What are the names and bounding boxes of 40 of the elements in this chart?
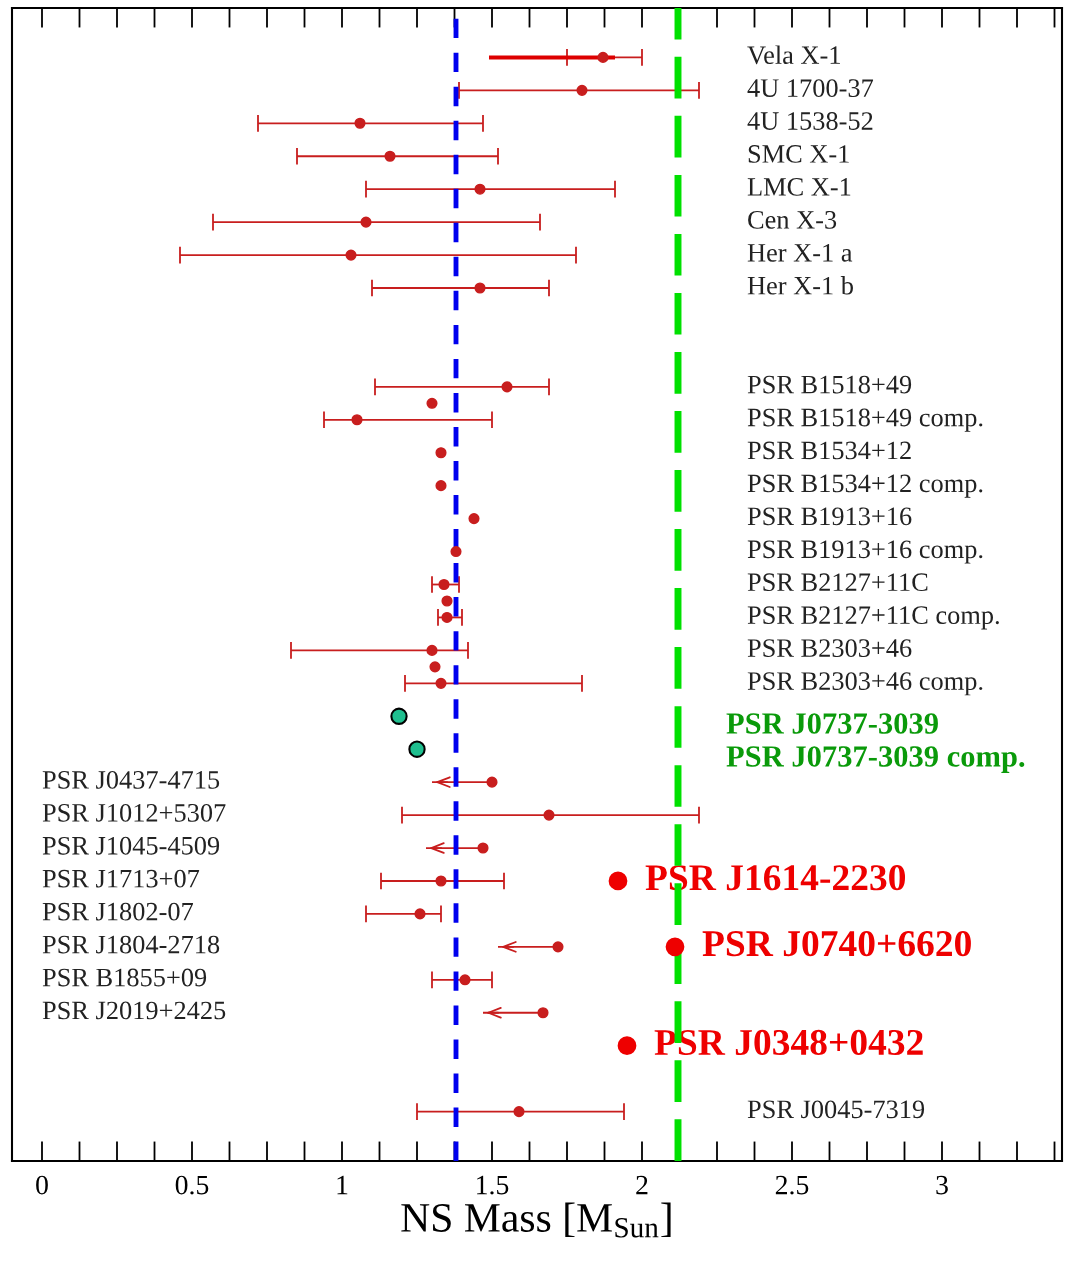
text: PSR J0737-3039: [726, 713, 938, 734]
y-tick-label: PSR B1913+16: [747, 507, 912, 526]
y-tick-label: PSR B1855+09: [42, 968, 207, 987]
y-tick-label: PSR B2303+46: [747, 639, 912, 657]
x-axis-title: NS Mass [M$_{Sun}$]: [401, 1202, 671, 1238]
x-tick-label: 1: [337, 1175, 348, 1195]
y-tick-label: PSR B1534+12 comp.: [747, 474, 983, 498]
y-tick-label: PSR J1802-07: [42, 902, 194, 921]
series-label: PSR J1614-2230: [645, 865, 906, 891]
x-tick-label: 0.5: [175, 1175, 209, 1195]
y-tick-label: PSR B1518+49 comp.: [747, 408, 983, 432]
y-tick-label: 4U 1538-52: [747, 112, 873, 130]
series-label: PSR J0740+6620: [702, 930, 971, 957]
y-tick-label: 4U 1700-37: [747, 79, 874, 97]
y-tick-label: PSR B2303+46 comp.: [747, 672, 983, 696]
y-tick-label: LMC X-1: [747, 178, 851, 196]
y-tick-label: PSR J1045-4509: [42, 836, 220, 855]
x-tick-label: 3: [936, 1175, 948, 1195]
y-tick-label: PSR B2127+11C: [747, 573, 928, 592]
series-label: PSR J0348+0432: [654, 1029, 923, 1056]
y-tick-label: PSR J0437-4715: [42, 770, 220, 789]
y-tick-label: Her X-1 b: [747, 276, 853, 295]
x-tick-label: 1.5: [477, 1175, 509, 1195]
y-tick-label: PSR J1012+5307: [42, 803, 226, 822]
x-tick-label: 0: [36, 1175, 48, 1195]
y-tick-label: PSR J0045-7319: [747, 1100, 925, 1119]
y-tick-label: PSR B1518+49: [747, 375, 912, 394]
y-tick-label: PSR J1804-2718: [42, 935, 220, 954]
y-tick-label: PSR J1713+07: [42, 869, 200, 888]
text: PSR J0737-3039 comp.: [726, 746, 1025, 773]
y-tick-label: SMC X-1: [748, 145, 849, 163]
y-tick-label: PSR B1913+16 comp.: [747, 540, 983, 564]
y-tick-label: Her X-1 a: [747, 244, 853, 262]
y-tick-label: PSR B2127+11C comp.: [747, 606, 999, 630]
y-tick-label: Vela X-1: [747, 45, 840, 65]
y-tick-label: PSR J2019+2425: [42, 1001, 226, 1020]
x-tick-label: 2.5: [775, 1175, 809, 1195]
y-tick-label: PSR B1534+12: [747, 441, 911, 460]
y-tick-label: Cen X-3: [748, 211, 837, 229]
x-tick-label: 2: [636, 1175, 648, 1195]
